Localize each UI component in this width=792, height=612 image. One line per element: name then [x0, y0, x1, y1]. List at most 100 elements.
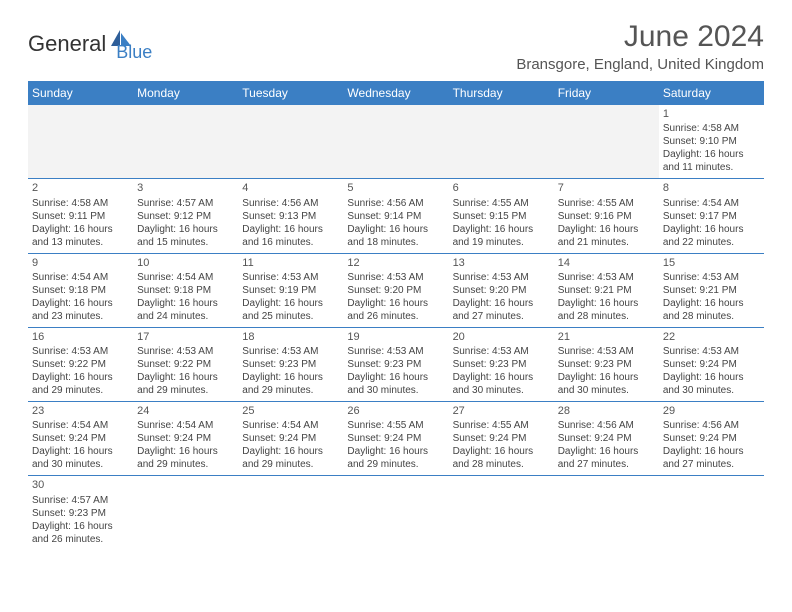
calendar-day-cell: 6Sunrise: 4:55 AMSunset: 9:15 PMDaylight…: [449, 179, 554, 253]
weekday-header-row: Sunday Monday Tuesday Wednesday Thursday…: [28, 81, 764, 105]
day-info-line: Daylight: 16 hours: [663, 297, 760, 310]
day-info-line: Sunrise: 4:56 AM: [663, 419, 760, 432]
day-info-line: Sunrise: 4:55 AM: [453, 197, 550, 210]
calendar-day-cell: [238, 476, 343, 550]
day-info-line: Sunrise: 4:57 AM: [137, 197, 234, 210]
day-info-line: and 15 minutes.: [137, 236, 234, 249]
header: General Blue June 2024 Bransgore, Englan…: [28, 20, 764, 73]
day-number: 4: [242, 181, 339, 195]
calendar-day-cell: 17Sunrise: 4:53 AMSunset: 9:22 PMDayligh…: [133, 327, 238, 401]
day-number: 26: [347, 404, 444, 418]
calendar-day-cell: [28, 105, 133, 179]
day-info-line: Sunrise: 4:56 AM: [242, 197, 339, 210]
day-info-line: Daylight: 16 hours: [242, 445, 339, 458]
weekday-header: Saturday: [659, 81, 764, 105]
calendar-day-cell: 16Sunrise: 4:53 AMSunset: 9:22 PMDayligh…: [28, 327, 133, 401]
weekday-header: Monday: [133, 81, 238, 105]
day-number: 14: [558, 256, 655, 270]
day-info-line: Sunset: 9:21 PM: [558, 284, 655, 297]
day-info-line: Sunset: 9:12 PM: [137, 210, 234, 223]
day-info-line: Sunrise: 4:58 AM: [32, 197, 129, 210]
month-title: June 2024: [516, 20, 764, 54]
day-info-line: Daylight: 16 hours: [347, 223, 444, 236]
calendar-day-cell: 20Sunrise: 4:53 AMSunset: 9:23 PMDayligh…: [449, 327, 554, 401]
calendar-day-cell: 26Sunrise: 4:55 AMSunset: 9:24 PMDayligh…: [343, 402, 448, 476]
day-info-line: Daylight: 16 hours: [242, 371, 339, 384]
day-info-line: and 27 minutes.: [453, 310, 550, 323]
day-info-line: Sunrise: 4:53 AM: [663, 271, 760, 284]
day-info-line: Sunset: 9:20 PM: [347, 284, 444, 297]
day-info-line: and 30 minutes.: [347, 384, 444, 397]
day-info-line: Sunrise: 4:54 AM: [137, 271, 234, 284]
day-number: 7: [558, 181, 655, 195]
day-info-line: Sunrise: 4:55 AM: [558, 197, 655, 210]
calendar-day-cell: 8Sunrise: 4:54 AMSunset: 9:17 PMDaylight…: [659, 179, 764, 253]
calendar-day-cell: [449, 476, 554, 550]
day-info-line: Sunrise: 4:53 AM: [663, 345, 760, 358]
day-info-line: Sunset: 9:23 PM: [32, 507, 129, 520]
calendar-day-cell: 12Sunrise: 4:53 AMSunset: 9:20 PMDayligh…: [343, 253, 448, 327]
day-number: 5: [347, 181, 444, 195]
day-number: 28: [558, 404, 655, 418]
day-info-line: and 29 minutes.: [137, 458, 234, 471]
day-number: 24: [137, 404, 234, 418]
calendar-day-cell: [133, 105, 238, 179]
day-info-line: Sunset: 9:24 PM: [663, 432, 760, 445]
day-info-line: Sunset: 9:16 PM: [558, 210, 655, 223]
day-info-line: Daylight: 16 hours: [242, 223, 339, 236]
day-info-line: and 27 minutes.: [663, 458, 760, 471]
calendar-day-cell: 10Sunrise: 4:54 AMSunset: 9:18 PMDayligh…: [133, 253, 238, 327]
logo: General Blue: [28, 24, 152, 63]
day-info-line: Sunrise: 4:53 AM: [558, 345, 655, 358]
calendar-day-cell: 28Sunrise: 4:56 AMSunset: 9:24 PMDayligh…: [554, 402, 659, 476]
day-number: 11: [242, 256, 339, 270]
day-info-line: Sunrise: 4:56 AM: [347, 197, 444, 210]
day-number: 25: [242, 404, 339, 418]
calendar-day-cell: 30Sunrise: 4:57 AMSunset: 9:23 PMDayligh…: [28, 476, 133, 550]
day-info-line: and 11 minutes.: [663, 161, 760, 174]
day-info-line: Daylight: 16 hours: [32, 371, 129, 384]
day-info-line: Sunrise: 4:53 AM: [453, 271, 550, 284]
day-info-line: Daylight: 16 hours: [558, 223, 655, 236]
calendar-day-cell: 1Sunrise: 4:58 AMSunset: 9:10 PMDaylight…: [659, 105, 764, 179]
day-info-line: Daylight: 16 hours: [558, 371, 655, 384]
day-info-line: Sunrise: 4:53 AM: [137, 345, 234, 358]
day-info-line: Daylight: 16 hours: [347, 445, 444, 458]
location-label: Bransgore, England, United Kingdom: [516, 56, 764, 73]
day-info-line: and 29 minutes.: [137, 384, 234, 397]
day-number: 2: [32, 181, 129, 195]
day-info-line: Daylight: 16 hours: [347, 371, 444, 384]
calendar-body: 1Sunrise: 4:58 AMSunset: 9:10 PMDaylight…: [28, 105, 764, 550]
day-info-line: Sunrise: 4:54 AM: [242, 419, 339, 432]
day-info-line: and 28 minutes.: [558, 310, 655, 323]
day-info-line: and 16 minutes.: [242, 236, 339, 249]
calendar-day-cell: [659, 476, 764, 550]
day-number: 21: [558, 330, 655, 344]
day-info-line: Sunset: 9:24 PM: [453, 432, 550, 445]
day-info-line: Sunset: 9:24 PM: [663, 358, 760, 371]
day-info-line: Daylight: 16 hours: [242, 297, 339, 310]
day-info-line: Sunset: 9:24 PM: [242, 432, 339, 445]
day-info-line: Sunset: 9:23 PM: [242, 358, 339, 371]
weekday-header: Friday: [554, 81, 659, 105]
day-number: 8: [663, 181, 760, 195]
day-number: 29: [663, 404, 760, 418]
calendar-day-cell: [238, 105, 343, 179]
calendar-day-cell: 15Sunrise: 4:53 AMSunset: 9:21 PMDayligh…: [659, 253, 764, 327]
calendar-day-cell: 19Sunrise: 4:53 AMSunset: 9:23 PMDayligh…: [343, 327, 448, 401]
day-info-line: and 24 minutes.: [137, 310, 234, 323]
day-info-line: Sunset: 9:23 PM: [347, 358, 444, 371]
calendar-day-cell: [554, 476, 659, 550]
day-info-line: Sunrise: 4:55 AM: [453, 419, 550, 432]
day-info-line: and 29 minutes.: [32, 384, 129, 397]
day-info-line: Sunset: 9:18 PM: [137, 284, 234, 297]
day-number: 20: [453, 330, 550, 344]
day-number: 1: [663, 107, 760, 121]
calendar-week-row: 30Sunrise: 4:57 AMSunset: 9:23 PMDayligh…: [28, 476, 764, 550]
day-info-line: Sunset: 9:18 PM: [32, 284, 129, 297]
day-info-line: Daylight: 16 hours: [453, 223, 550, 236]
day-info-line: Sunrise: 4:53 AM: [453, 345, 550, 358]
day-info-line: Sunset: 9:22 PM: [137, 358, 234, 371]
day-info-line: and 27 minutes.: [558, 458, 655, 471]
day-info-line: Daylight: 16 hours: [137, 297, 234, 310]
